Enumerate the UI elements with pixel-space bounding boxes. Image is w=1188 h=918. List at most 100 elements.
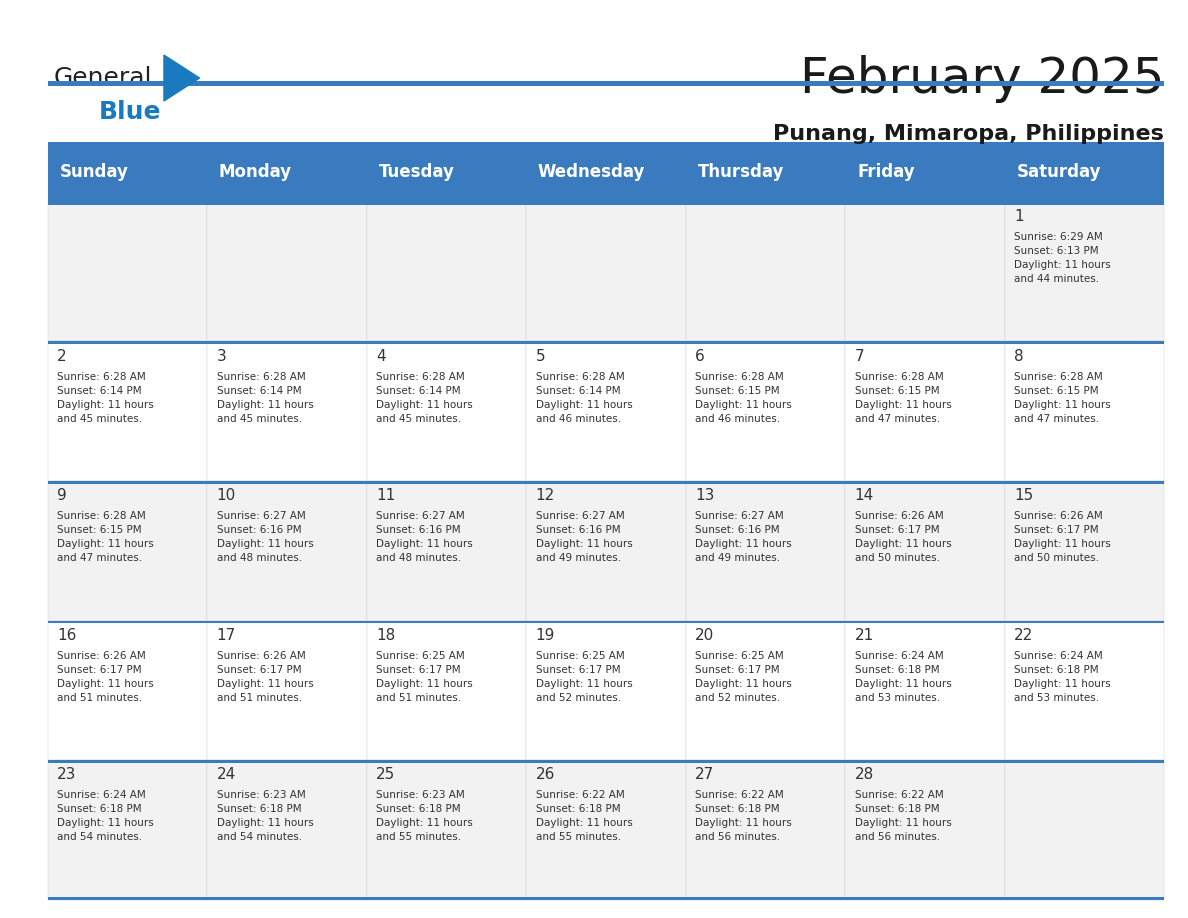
Text: Sunrise: 6:26 AM
Sunset: 6:17 PM
Daylight: 11 hours
and 50 minutes.: Sunrise: 6:26 AM Sunset: 6:17 PM Dayligh… — [854, 511, 952, 564]
Bar — [48, 81, 1164, 86]
Text: 6: 6 — [695, 349, 704, 364]
Bar — [1005, 202, 1164, 341]
Text: 21: 21 — [854, 628, 874, 643]
Bar — [48, 481, 207, 621]
Text: 18: 18 — [377, 628, 396, 643]
Text: Sunrise: 6:27 AM
Sunset: 6:16 PM
Daylight: 11 hours
and 48 minutes.: Sunrise: 6:27 AM Sunset: 6:16 PM Dayligh… — [216, 511, 314, 564]
Bar — [367, 621, 526, 760]
Bar — [1005, 142, 1164, 202]
Text: 28: 28 — [854, 767, 874, 782]
Text: Sunrise: 6:22 AM
Sunset: 6:18 PM
Daylight: 11 hours
and 56 minutes.: Sunrise: 6:22 AM Sunset: 6:18 PM Dayligh… — [854, 790, 952, 843]
Bar — [845, 142, 1005, 202]
Text: Sunday: Sunday — [59, 163, 128, 181]
Text: 13: 13 — [695, 488, 714, 503]
Text: Sunrise: 6:25 AM
Sunset: 6:17 PM
Daylight: 11 hours
and 51 minutes.: Sunrise: 6:25 AM Sunset: 6:17 PM Dayligh… — [377, 651, 473, 703]
Text: Tuesday: Tuesday — [379, 163, 454, 181]
Bar — [845, 341, 1005, 481]
Bar — [207, 202, 367, 341]
Bar — [48, 760, 207, 900]
Bar — [48, 481, 1164, 484]
Text: Sunrise: 6:22 AM
Sunset: 6:18 PM
Daylight: 11 hours
and 55 minutes.: Sunrise: 6:22 AM Sunset: 6:18 PM Dayligh… — [536, 790, 632, 843]
Bar — [845, 621, 1005, 760]
Bar — [207, 142, 367, 202]
Text: Sunrise: 6:28 AM
Sunset: 6:14 PM
Daylight: 11 hours
and 45 minutes.: Sunrise: 6:28 AM Sunset: 6:14 PM Dayligh… — [377, 372, 473, 424]
Polygon shape — [164, 55, 200, 101]
Text: Sunrise: 6:28 AM
Sunset: 6:15 PM
Daylight: 11 hours
and 47 minutes.: Sunrise: 6:28 AM Sunset: 6:15 PM Dayligh… — [57, 511, 153, 564]
Text: Sunrise: 6:28 AM
Sunset: 6:14 PM
Daylight: 11 hours
and 45 minutes.: Sunrise: 6:28 AM Sunset: 6:14 PM Dayligh… — [57, 372, 153, 424]
Bar — [367, 202, 526, 341]
Bar — [1005, 760, 1164, 900]
Bar — [48, 202, 1164, 205]
Bar — [845, 202, 1005, 341]
Text: 24: 24 — [216, 767, 235, 782]
Text: 22: 22 — [1015, 628, 1034, 643]
Text: Sunrise: 6:27 AM
Sunset: 6:16 PM
Daylight: 11 hours
and 49 minutes.: Sunrise: 6:27 AM Sunset: 6:16 PM Dayligh… — [695, 511, 792, 564]
Text: Sunrise: 6:24 AM
Sunset: 6:18 PM
Daylight: 11 hours
and 54 minutes.: Sunrise: 6:24 AM Sunset: 6:18 PM Dayligh… — [57, 790, 153, 843]
Text: 8: 8 — [1015, 349, 1024, 364]
Text: 1: 1 — [1015, 209, 1024, 224]
Text: 19: 19 — [536, 628, 555, 643]
Text: Sunrise: 6:23 AM
Sunset: 6:18 PM
Daylight: 11 hours
and 55 minutes.: Sunrise: 6:23 AM Sunset: 6:18 PM Dayligh… — [377, 790, 473, 843]
Text: 2: 2 — [57, 349, 67, 364]
Text: 10: 10 — [216, 488, 235, 503]
Text: Saturday: Saturday — [1017, 163, 1101, 181]
Text: Sunrise: 6:28 AM
Sunset: 6:15 PM
Daylight: 11 hours
and 46 minutes.: Sunrise: 6:28 AM Sunset: 6:15 PM Dayligh… — [695, 372, 792, 424]
Text: Sunrise: 6:22 AM
Sunset: 6:18 PM
Daylight: 11 hours
and 56 minutes.: Sunrise: 6:22 AM Sunset: 6:18 PM Dayligh… — [695, 790, 792, 843]
Bar — [367, 481, 526, 621]
Bar — [207, 341, 367, 481]
Text: 20: 20 — [695, 628, 714, 643]
Text: Sunrise: 6:24 AM
Sunset: 6:18 PM
Daylight: 11 hours
and 53 minutes.: Sunrise: 6:24 AM Sunset: 6:18 PM Dayligh… — [1015, 651, 1111, 703]
Bar — [526, 760, 685, 900]
Bar — [1005, 481, 1164, 621]
Text: Sunrise: 6:28 AM
Sunset: 6:15 PM
Daylight: 11 hours
and 47 minutes.: Sunrise: 6:28 AM Sunset: 6:15 PM Dayligh… — [854, 372, 952, 424]
Text: 4: 4 — [377, 349, 386, 364]
Bar — [685, 202, 845, 341]
Bar — [48, 897, 1164, 900]
Text: Blue: Blue — [99, 100, 162, 124]
Text: Punang, Mimaropa, Philippines: Punang, Mimaropa, Philippines — [773, 124, 1164, 144]
Text: 11: 11 — [377, 488, 396, 503]
Bar — [367, 142, 526, 202]
Bar — [207, 481, 367, 621]
Text: 26: 26 — [536, 767, 555, 782]
Text: 9: 9 — [57, 488, 67, 503]
Text: Sunrise: 6:28 AM
Sunset: 6:14 PM
Daylight: 11 hours
and 46 minutes.: Sunrise: 6:28 AM Sunset: 6:14 PM Dayligh… — [536, 372, 632, 424]
Bar — [526, 142, 685, 202]
Text: 12: 12 — [536, 488, 555, 503]
Text: 5: 5 — [536, 349, 545, 364]
Bar — [207, 621, 367, 760]
Bar — [48, 142, 207, 202]
Text: 25: 25 — [377, 767, 396, 782]
Bar — [48, 202, 207, 341]
Text: 17: 17 — [216, 628, 235, 643]
Text: 23: 23 — [57, 767, 76, 782]
Text: Friday: Friday — [857, 163, 915, 181]
Text: Sunrise: 6:27 AM
Sunset: 6:16 PM
Daylight: 11 hours
and 49 minutes.: Sunrise: 6:27 AM Sunset: 6:16 PM Dayligh… — [536, 511, 632, 564]
Text: Monday: Monday — [219, 163, 292, 181]
Bar — [526, 621, 685, 760]
Bar — [48, 760, 1164, 763]
Bar — [48, 621, 207, 760]
Bar — [845, 481, 1005, 621]
Text: 3: 3 — [216, 349, 226, 364]
Bar — [685, 621, 845, 760]
Bar — [48, 341, 207, 481]
Text: General: General — [53, 66, 152, 90]
Text: 27: 27 — [695, 767, 714, 782]
Bar — [685, 760, 845, 900]
Text: Sunrise: 6:28 AM
Sunset: 6:14 PM
Daylight: 11 hours
and 45 minutes.: Sunrise: 6:28 AM Sunset: 6:14 PM Dayligh… — [216, 372, 314, 424]
Bar — [526, 202, 685, 341]
Text: Thursday: Thursday — [697, 163, 784, 181]
Text: Sunrise: 6:26 AM
Sunset: 6:17 PM
Daylight: 11 hours
and 51 minutes.: Sunrise: 6:26 AM Sunset: 6:17 PM Dayligh… — [216, 651, 314, 703]
Bar — [1005, 341, 1164, 481]
Text: Sunrise: 6:28 AM
Sunset: 6:15 PM
Daylight: 11 hours
and 47 minutes.: Sunrise: 6:28 AM Sunset: 6:15 PM Dayligh… — [1015, 372, 1111, 424]
Bar — [685, 481, 845, 621]
Text: Sunrise: 6:25 AM
Sunset: 6:17 PM
Daylight: 11 hours
and 52 minutes.: Sunrise: 6:25 AM Sunset: 6:17 PM Dayligh… — [695, 651, 792, 703]
Bar — [845, 760, 1005, 900]
Text: February 2025: February 2025 — [800, 55, 1164, 103]
Bar — [367, 760, 526, 900]
Bar — [207, 760, 367, 900]
Bar — [526, 341, 685, 481]
Text: Sunrise: 6:26 AM
Sunset: 6:17 PM
Daylight: 11 hours
and 51 minutes.: Sunrise: 6:26 AM Sunset: 6:17 PM Dayligh… — [57, 651, 153, 703]
Text: Wednesday: Wednesday — [538, 163, 645, 181]
